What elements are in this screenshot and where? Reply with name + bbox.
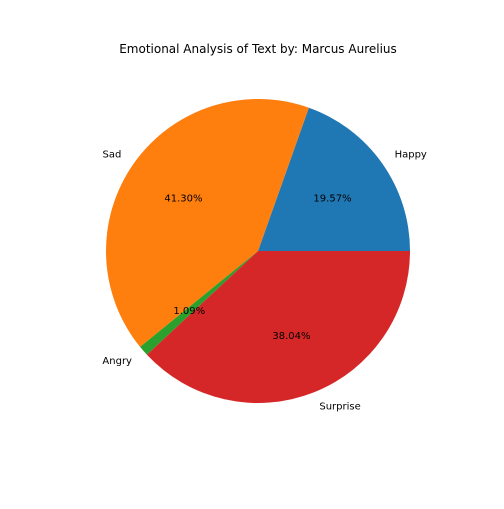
slice-label-angry: Angry	[102, 356, 132, 367]
slice-percent-angry: 1.09%	[173, 306, 205, 317]
slices-layer	[105, 99, 410, 403]
slice-percent-sad: 41.30%	[164, 193, 202, 204]
slice-percent-happy: 19.57%	[313, 193, 351, 204]
slice-label-happy: Happy	[395, 150, 427, 161]
pie-slice-happy	[258, 107, 410, 251]
slice-percent-surprise: 38.04%	[272, 331, 310, 342]
chart-title: Emotional Analysis of Text by: Marcus Au…	[119, 42, 397, 56]
pie-slice-sad	[105, 99, 309, 347]
labels-layer: Happy 19.57% Sad 41.30% Angry 1.09% Surprise 38…	[102, 150, 426, 413]
pie-slice-surprise	[146, 251, 410, 403]
slice-label-sad: Sad	[103, 150, 122, 161]
pie-slice-angry	[140, 251, 258, 355]
slice-label-surprise: Surprise	[319, 402, 360, 413]
